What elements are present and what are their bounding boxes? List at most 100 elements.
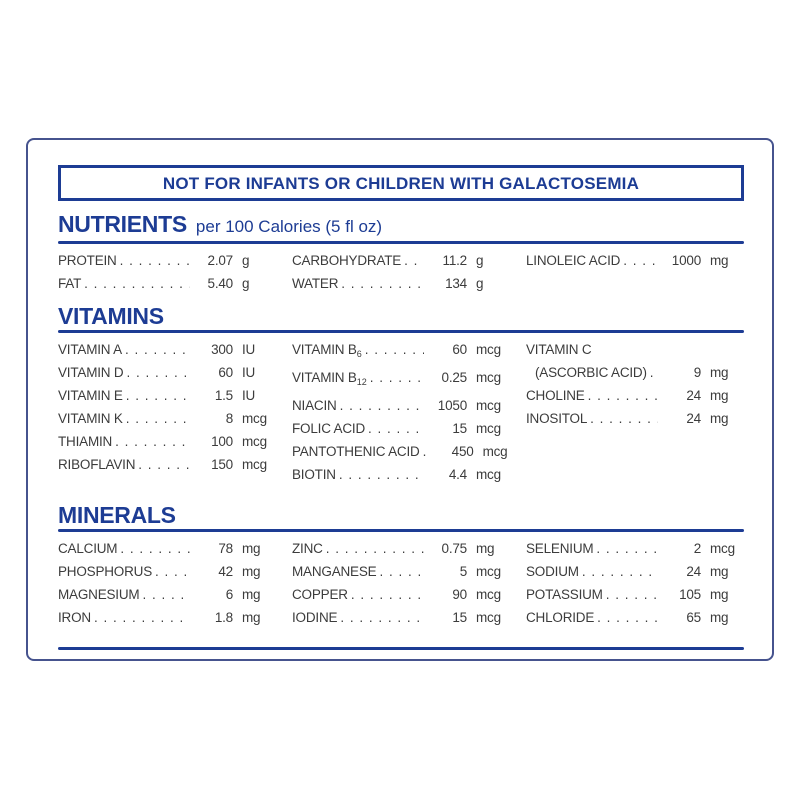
dot-leader [606, 583, 658, 606]
row-label: VITAMIN D [58, 365, 124, 380]
row-label: ZINC [292, 541, 323, 556]
row-value: 0.25 [441, 370, 468, 385]
row-label: THIAMIN [58, 434, 113, 449]
nutrients-header: NUTRIENTS per 100 Calories (5 fl oz) [58, 211, 744, 240]
row-unit: mcg [476, 421, 501, 436]
row-unit: mg [710, 610, 729, 625]
row-unit: IU [242, 342, 256, 357]
dot-leader [582, 560, 658, 583]
row-value: 2.07 [207, 253, 234, 268]
row-value: 78 [218, 541, 233, 556]
row-iodine: IODINE 15 mcg [292, 606, 510, 629]
dot-leader [588, 384, 658, 407]
row-value: 5.40 [207, 276, 234, 291]
row-unit: mg [710, 587, 729, 602]
minerals-col-2: ZINC 0.75 mg MANGANESE 5 mcg COPPER 90 m… [292, 537, 510, 629]
row-selenium: SELENIUM 2 mcg [526, 537, 744, 560]
row-label: FOLIC ACID [292, 421, 366, 436]
vitamins-col-2: VITAMIN B6 60 mcg VITAMIN B12 0.25 mcg N… [292, 338, 510, 486]
row-value: 2 [693, 541, 702, 556]
row-unit: mcg [476, 370, 501, 385]
row-phosphorus: PHOSPHORUS 42 mg [58, 560, 276, 583]
row-thiamin: THIAMIN 100 mcg [58, 430, 276, 453]
row-label: VITAMIN K [58, 411, 123, 426]
row-label: INOSITOL [526, 411, 588, 426]
dot-leader [142, 583, 190, 606]
row-unit: mg [242, 541, 261, 556]
row-unit: mcg [476, 467, 501, 482]
minerals-rule [58, 529, 744, 532]
row-value: 8 [225, 411, 234, 426]
dot-leader [120, 537, 190, 560]
row-value: 15 [452, 610, 467, 625]
row-value: 105 [679, 587, 701, 602]
dot-leader [340, 606, 424, 629]
row-value: 4.4 [448, 467, 467, 482]
vitamins-header: VITAMINS [58, 303, 744, 329]
row-unit: mcg [242, 457, 267, 472]
dot-leader [126, 384, 190, 407]
row-calcium: CALCIUM 78 mg [58, 537, 276, 560]
dot-leader [351, 583, 424, 606]
dot-leader [120, 249, 190, 272]
row-sodium: SODIUM 24 mg [526, 560, 744, 583]
nutrients-rule [58, 241, 744, 244]
row-label: FAT [58, 276, 82, 291]
row-magnesium: MAGNESIUM 6 mg [58, 583, 276, 606]
row-unit: mcg [482, 444, 508, 459]
vitamins-col-1: VITAMIN A 300 IU VITAMIN D 60 IU VITAMIN… [58, 338, 276, 486]
row-unit: mcg [476, 610, 501, 625]
row-linoleic-acid: LINOLEIC ACID 1000 mg [526, 249, 744, 272]
row-zinc: ZINC 0.75 mg [292, 537, 510, 560]
row-inositol: INOSITOL 24 mg [526, 407, 744, 430]
row-unit: mcg [710, 541, 735, 556]
minerals-col-3: SELENIUM 2 mcg SODIUM 24 mg POTASSIUM 10… [526, 537, 744, 629]
row-label-text: VITAMIN B [292, 342, 357, 357]
row-value: 60 [218, 365, 233, 380]
row-value: 60 [452, 342, 467, 357]
dot-leader [623, 249, 658, 272]
row-label: CHOLINE [526, 388, 585, 403]
dot-leader [423, 440, 431, 463]
dot-leader [339, 463, 424, 486]
row-label: SODIUM [526, 564, 579, 579]
dot-leader [368, 417, 424, 440]
row-unit: mg [710, 365, 729, 380]
row-value: 9 [693, 365, 702, 380]
row-vitamin-k: VITAMIN K 8 mcg [58, 407, 276, 430]
row-unit: mcg [476, 564, 501, 579]
row-carbohydrate: CARBOHYDRATE 11.2 g [292, 249, 510, 272]
nutrients-col-1: PROTEIN 2.07 g FAT 5.40 g [58, 249, 276, 295]
dot-leader [126, 407, 190, 430]
row-unit: mcg [476, 342, 501, 357]
row-chloride: CHLORIDE 65 mg [526, 606, 744, 629]
row-unit: IU [242, 388, 256, 403]
row-label: CHLORIDE [526, 610, 595, 625]
row-vitamin-d: VITAMIN D 60 IU [58, 361, 276, 384]
row-unit: mg [710, 388, 729, 403]
row-label: MANGANESE [292, 564, 377, 579]
dot-leader [341, 272, 424, 295]
row-value: 134 [445, 276, 467, 291]
row-label: IRON [58, 610, 91, 625]
row-fat: FAT 5.40 g [58, 272, 276, 295]
row-value: 1.8 [214, 610, 233, 625]
row-label: COPPER [292, 587, 348, 602]
row-unit: mg [242, 610, 261, 625]
row-label-text: VITAMIN B [292, 370, 357, 385]
row-label: SELENIUM [526, 541, 594, 556]
row-unit: mg [710, 253, 729, 268]
row-value: 15 [452, 421, 467, 436]
dot-leader [155, 560, 190, 583]
row-unit: mg [710, 411, 729, 426]
row-value: 24 [686, 388, 701, 403]
row-unit: mg [242, 587, 261, 602]
nutrition-label-card: NOT FOR INFANTS OR CHILDREN WITH GALACTO… [26, 138, 774, 661]
dot-leader [326, 537, 424, 560]
row-value: 90 [452, 587, 467, 602]
row-value: 42 [218, 564, 233, 579]
nutrients-col-3: LINOLEIC ACID 1000 mg [526, 249, 744, 295]
dot-leader [365, 338, 424, 361]
row-potassium: POTASSIUM 105 mg [526, 583, 744, 606]
